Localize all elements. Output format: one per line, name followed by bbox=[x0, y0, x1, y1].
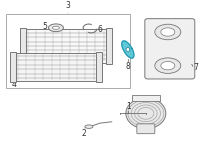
Bar bbox=[20, 28, 26, 64]
Text: 4: 4 bbox=[11, 80, 16, 89]
Ellipse shape bbox=[161, 61, 175, 70]
Text: 2: 2 bbox=[81, 129, 86, 138]
Text: 7: 7 bbox=[194, 63, 199, 72]
Bar bbox=[106, 28, 112, 64]
Text: 1: 1 bbox=[126, 102, 131, 111]
Ellipse shape bbox=[48, 24, 63, 32]
Ellipse shape bbox=[85, 125, 93, 128]
Text: 8: 8 bbox=[125, 62, 130, 71]
Bar bbox=[25, 29, 107, 63]
Ellipse shape bbox=[52, 26, 59, 29]
Text: 3: 3 bbox=[65, 1, 70, 10]
FancyBboxPatch shape bbox=[145, 19, 195, 79]
Bar bbox=[132, 95, 160, 101]
Bar bbox=[6, 14, 130, 88]
Bar bbox=[15, 53, 97, 81]
Ellipse shape bbox=[126, 98, 166, 129]
Bar bbox=[10, 52, 16, 82]
Ellipse shape bbox=[155, 58, 181, 73]
Ellipse shape bbox=[126, 47, 130, 51]
Ellipse shape bbox=[155, 24, 181, 40]
Polygon shape bbox=[122, 41, 134, 58]
Text: 6: 6 bbox=[98, 25, 103, 34]
Bar bbox=[96, 52, 102, 82]
FancyBboxPatch shape bbox=[137, 124, 155, 134]
Text: 5: 5 bbox=[42, 22, 47, 31]
Ellipse shape bbox=[161, 28, 175, 36]
